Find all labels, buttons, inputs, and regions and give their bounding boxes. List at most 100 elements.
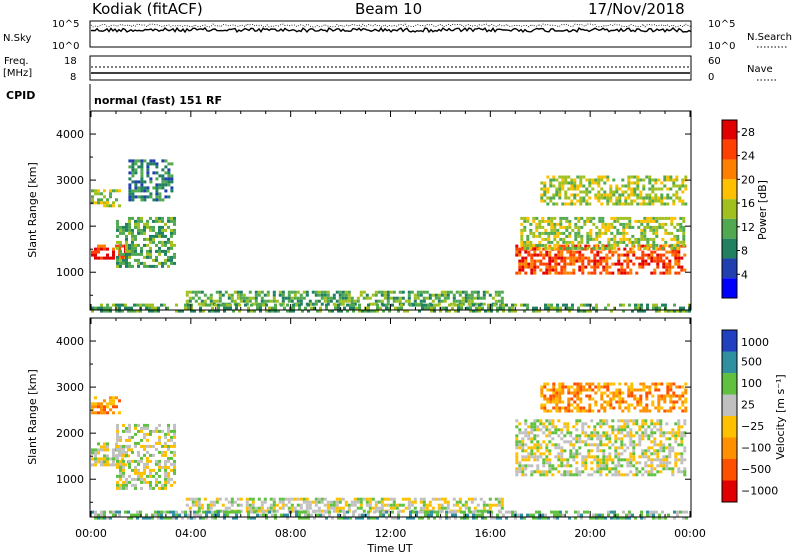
data-cell	[593, 434, 597, 438]
data-cell	[446, 500, 450, 504]
data-cell	[628, 219, 632, 223]
data-cell	[652, 219, 656, 223]
data-cell	[239, 503, 243, 507]
data-cell	[647, 458, 651, 462]
data-cell	[161, 228, 164, 232]
data-cell	[567, 187, 571, 191]
data-cell	[167, 162, 171, 166]
data-cell	[677, 256, 681, 260]
data-cell	[587, 271, 591, 275]
data-cell	[497, 503, 501, 507]
data-cell	[611, 473, 615, 477]
data-cell	[621, 193, 625, 197]
data-cell	[155, 189, 159, 193]
data-cell	[371, 506, 375, 510]
data-cell	[592, 306, 595, 310]
data-cell	[563, 464, 567, 468]
data-cell	[112, 454, 115, 458]
data-cell	[173, 444, 176, 448]
data-cell	[419, 506, 423, 510]
data-cell	[398, 290, 402, 294]
data-cell	[636, 184, 640, 188]
data-cell	[538, 231, 542, 235]
data-cell	[500, 290, 504, 294]
data-cell	[669, 385, 673, 389]
data-cell	[518, 428, 522, 432]
data-cell	[649, 510, 652, 514]
data-cell	[601, 222, 605, 226]
data-cell	[170, 483, 173, 487]
data-cell	[521, 262, 525, 266]
data-cell	[524, 431, 528, 435]
data-cell	[629, 250, 633, 254]
data-cell	[200, 503, 204, 507]
data-cell	[647, 425, 651, 429]
data-cell	[635, 256, 639, 260]
data-cell	[299, 506, 303, 510]
data-cell	[620, 473, 624, 477]
data-cell	[518, 259, 522, 263]
data-cell	[125, 240, 128, 244]
data-cell	[666, 382, 670, 386]
data-cell	[170, 177, 174, 181]
data-cell	[155, 249, 158, 253]
data-cell	[391, 303, 394, 307]
data-cell	[573, 400, 577, 404]
data-cell	[570, 397, 574, 401]
data-cell	[164, 453, 167, 457]
data-cell	[650, 452, 654, 456]
data-cell	[609, 187, 613, 191]
data-cell	[622, 228, 626, 232]
data-cell	[644, 422, 648, 426]
data-cell	[317, 506, 321, 510]
data-cell	[152, 429, 155, 433]
data-cell	[214, 510, 217, 514]
data-cell	[332, 509, 336, 513]
data-cell	[149, 453, 152, 457]
data-cell	[239, 509, 243, 513]
data-cell	[667, 216, 671, 220]
data-cell	[289, 309, 292, 313]
data-cell	[532, 219, 536, 223]
data-cell	[652, 231, 656, 235]
data-cell	[452, 497, 456, 501]
data-cell	[367, 510, 370, 514]
data-cell	[577, 228, 581, 232]
data-cell	[548, 434, 552, 438]
data-cell	[645, 406, 649, 410]
data-cell	[482, 503, 486, 507]
data-cell	[164, 435, 167, 439]
data-cell	[515, 452, 519, 456]
data-cell	[229, 303, 232, 307]
data-cell	[662, 461, 666, 465]
data-cell	[143, 180, 147, 184]
data-cell	[103, 189, 106, 193]
data-cell	[664, 516, 667, 520]
data-cell	[158, 219, 161, 223]
data-cell	[100, 457, 103, 461]
data-cell	[116, 483, 119, 487]
data-cell	[643, 234, 647, 238]
data-cell	[170, 246, 173, 250]
data-cell	[154, 306, 157, 310]
data-cell	[540, 403, 544, 407]
data-cell	[106, 309, 109, 313]
data-cell	[605, 262, 609, 266]
data-cell	[161, 450, 164, 454]
data-cell	[112, 451, 115, 455]
data-cell	[125, 246, 128, 250]
date-title: 17/Nov/2018	[588, 0, 685, 18]
data-cell	[329, 299, 333, 303]
data-cell	[554, 259, 558, 263]
data-cell	[669, 388, 673, 392]
data-cell	[626, 446, 630, 450]
data-cell	[347, 506, 351, 510]
data-cell	[140, 486, 143, 490]
data-cell	[672, 391, 676, 395]
data-cell	[488, 293, 492, 297]
data-cell	[565, 219, 569, 223]
data-cell	[589, 516, 592, 520]
data-cell	[421, 306, 424, 310]
data-cell	[155, 483, 158, 487]
data-cell	[619, 237, 623, 241]
